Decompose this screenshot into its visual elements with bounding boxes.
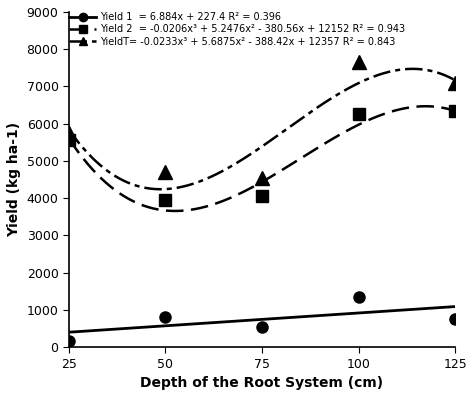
Legend: Yield 1  = 6.884x + 227.4 R² = 0.396, Yield 2  = -0.0206x³ + 5.2476x² - 380.56x : Yield 1 = 6.884x + 227.4 R² = 0.396, Yie… <box>69 12 405 47</box>
Y-axis label: Yield (kg ha-1): Yield (kg ha-1) <box>7 122 21 237</box>
X-axis label: Depth of the Root System (cm): Depth of the Root System (cm) <box>140 376 383 390</box>
